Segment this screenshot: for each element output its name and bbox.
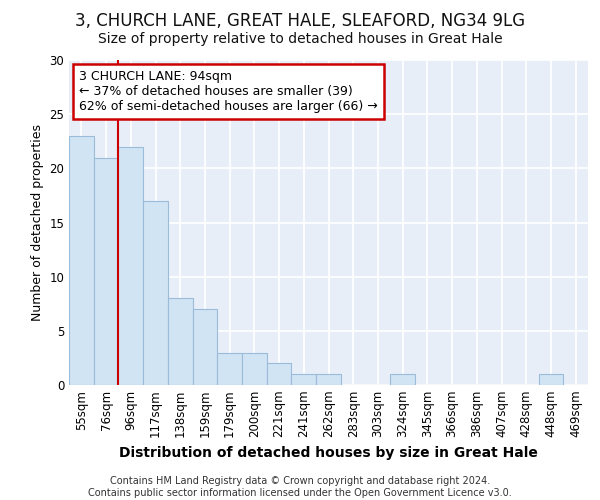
Bar <box>193 309 217 385</box>
Text: Contains HM Land Registry data © Crown copyright and database right 2024.
Contai: Contains HM Land Registry data © Crown c… <box>88 476 512 498</box>
Bar <box>143 201 168 385</box>
Bar <box>94 158 118 385</box>
Bar <box>267 364 292 385</box>
Bar <box>539 374 563 385</box>
Bar <box>168 298 193 385</box>
Bar <box>242 352 267 385</box>
Bar <box>217 352 242 385</box>
Text: Size of property relative to detached houses in Great Hale: Size of property relative to detached ho… <box>98 32 502 46</box>
Bar <box>316 374 341 385</box>
Text: 3 CHURCH LANE: 94sqm
← 37% of detached houses are smaller (39)
62% of semi-detac: 3 CHURCH LANE: 94sqm ← 37% of detached h… <box>79 70 378 113</box>
Bar <box>390 374 415 385</box>
Bar <box>118 146 143 385</box>
Bar <box>292 374 316 385</box>
Bar <box>69 136 94 385</box>
X-axis label: Distribution of detached houses by size in Great Hale: Distribution of detached houses by size … <box>119 446 538 460</box>
Y-axis label: Number of detached properties: Number of detached properties <box>31 124 44 321</box>
Text: 3, CHURCH LANE, GREAT HALE, SLEAFORD, NG34 9LG: 3, CHURCH LANE, GREAT HALE, SLEAFORD, NG… <box>75 12 525 30</box>
